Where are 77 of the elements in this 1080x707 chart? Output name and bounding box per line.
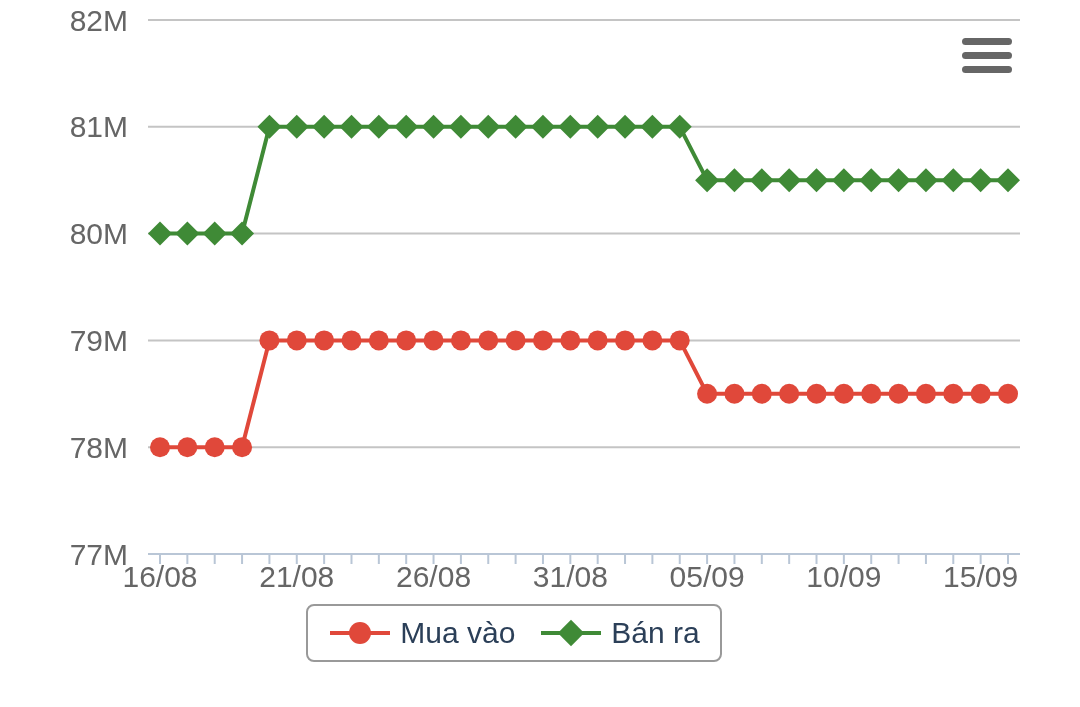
point: [341, 330, 362, 351]
point: [396, 330, 417, 351]
point: [530, 114, 555, 139]
legend-label: Mua vào: [400, 616, 516, 650]
point: [667, 114, 692, 139]
point: [970, 383, 991, 404]
point: [394, 114, 419, 139]
x-tick-label: 10/09: [806, 560, 882, 594]
point: [722, 168, 747, 193]
point: [777, 168, 802, 193]
point: [478, 330, 499, 351]
point: [286, 330, 307, 351]
y-tick-label: 82M: [69, 3, 128, 37]
point: [558, 114, 583, 139]
y-tick-label: 81M: [69, 110, 128, 144]
point: [915, 383, 936, 404]
point: [806, 383, 827, 404]
point: [859, 168, 884, 193]
point: [749, 168, 774, 193]
x-tick-label: 26/08: [396, 560, 472, 594]
point: [779, 383, 800, 404]
point: [202, 221, 227, 246]
point: [259, 330, 280, 351]
point: [204, 437, 225, 458]
point: [423, 330, 444, 351]
x-tick-label: 21/08: [259, 560, 335, 594]
point: [695, 168, 720, 193]
y-tick-label: 79M: [69, 324, 128, 358]
point: [177, 437, 198, 458]
point: [861, 383, 882, 404]
point: [532, 330, 553, 351]
point: [996, 168, 1020, 193]
point: [232, 437, 253, 458]
point: [284, 114, 309, 139]
point: [450, 330, 471, 351]
point: [751, 383, 772, 404]
point: [368, 330, 389, 351]
x-tick-label: 15/09: [943, 560, 1019, 594]
x-tick-label: 05/09: [669, 560, 745, 594]
point: [642, 330, 663, 351]
point: [724, 383, 745, 404]
point: [941, 168, 966, 193]
point: [804, 168, 829, 193]
x-tick-label: 31/08: [532, 560, 608, 594]
point: [312, 114, 337, 139]
point: [833, 383, 854, 404]
point: [505, 330, 526, 351]
point: [697, 383, 718, 404]
point: [560, 330, 581, 351]
point: [366, 114, 391, 139]
point: [257, 114, 282, 139]
point: [640, 114, 665, 139]
point: [150, 437, 170, 458]
point: [831, 168, 856, 193]
point: [968, 168, 993, 193]
point: [503, 114, 528, 139]
point: [587, 330, 608, 351]
point: [615, 330, 636, 351]
point: [886, 168, 911, 193]
point: [613, 114, 638, 139]
legend-label: Bán ra: [611, 616, 700, 650]
point: [888, 383, 909, 404]
point: [585, 114, 610, 139]
point: [476, 114, 501, 139]
point: [230, 221, 255, 246]
y-tick-label: 78M: [69, 430, 128, 464]
point: [913, 168, 938, 193]
point: [148, 221, 172, 246]
point: [998, 383, 1018, 404]
point: [421, 114, 446, 139]
point: [314, 330, 335, 351]
point: [669, 330, 690, 351]
y-tick-label: 80M: [69, 217, 128, 251]
point: [339, 114, 364, 139]
point: [448, 114, 473, 139]
point: [943, 383, 964, 404]
point: [175, 221, 200, 246]
